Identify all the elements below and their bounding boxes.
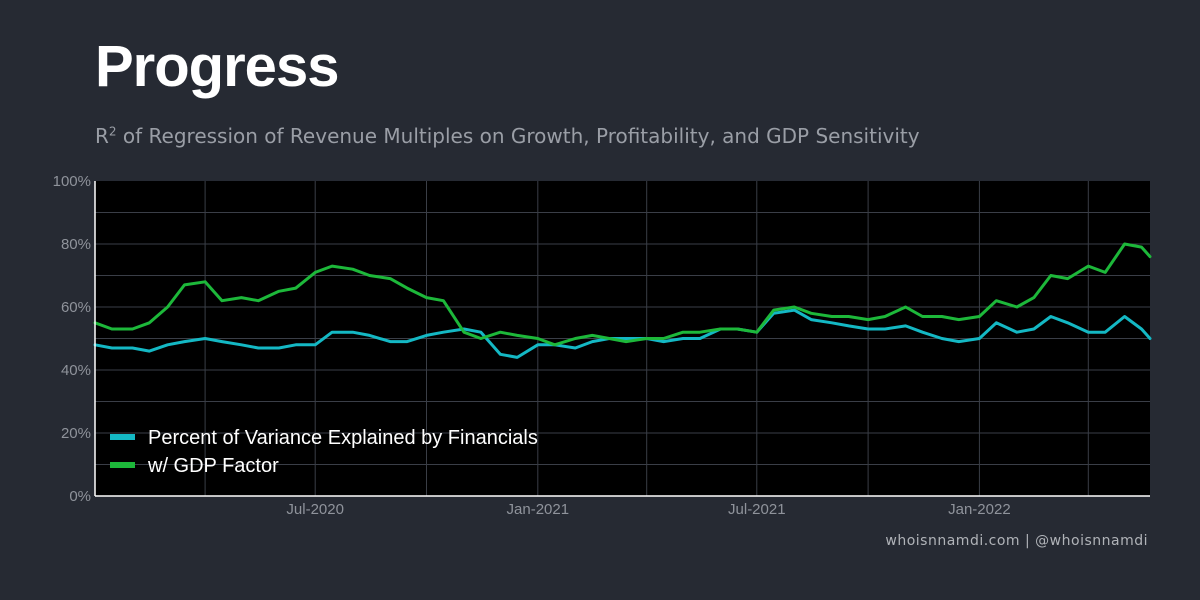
y-tick-label: 0%: [69, 488, 91, 505]
y-tick-label: 100%: [53, 173, 91, 190]
x-tick-label: Jul-2020: [286, 501, 344, 518]
x-tick-label: Jan-2021: [507, 501, 570, 518]
x-tick-label: Jul-2021: [728, 501, 786, 518]
subtitle-text: of Regression of Revenue Multiples on Gr…: [116, 124, 920, 148]
series-line-1: [93, 308, 1152, 359]
subtitle-r: R: [95, 124, 109, 148]
y-tick-label: 80%: [61, 236, 91, 253]
y-tick-label: 20%: [61, 425, 91, 442]
y-tick-label: 60%: [61, 299, 91, 316]
subtitle-superscript: 2: [108, 124, 117, 139]
source-credit: whoisnnamdi.com | @whoisnnamdi: [885, 533, 1148, 549]
legend-label-1: Percent of Variance Explained by Financi…: [148, 427, 538, 449]
chart-subtitle: R2 of Regression of Revenue Multiples on…: [95, 124, 920, 148]
x-tick-label: Jan-2022: [948, 501, 1011, 518]
series-line-2: [93, 242, 1152, 347]
chart-title: Progress: [95, 34, 339, 99]
y-tick-label: 40%: [61, 362, 91, 379]
legend-label-2: w/ GDP Factor: [147, 455, 279, 477]
